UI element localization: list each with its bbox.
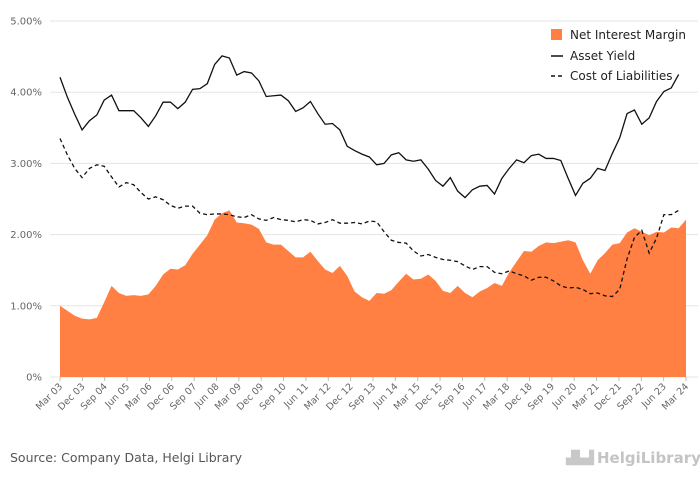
y-tick-label: 3.00%: [10, 159, 42, 170]
logo-text: HelgiLibrary: [597, 449, 700, 467]
helgi-library-logo: ▟▙▟ HelgiLibrary: [566, 449, 700, 467]
cost-of-liabilities-line: [59, 138, 679, 298]
legend-label: Net Interest Margin: [570, 28, 686, 42]
y-tick-label: 5.00%: [10, 17, 42, 28]
y-tick-label: 4.00%: [10, 88, 42, 99]
legend-swatch-net-interest-margin: [551, 29, 562, 40]
legend-label: Asset Yield: [570, 49, 635, 63]
helgi-library-logo-icon: ▟▙▟: [566, 450, 594, 466]
legend-label: Cost of Liabilities: [570, 69, 673, 83]
legend: Net Interest Margin Asset Yield Cost of Li…: [551, 28, 686, 83]
asset-yield-line: [59, 55, 680, 199]
plot-area: [59, 55, 686, 377]
net-interest-margin-area: [60, 210, 686, 377]
source-note: Source: Company Data, Helgi Library: [10, 450, 243, 465]
y-axis-ticks: 0% 1.00% 2.00% 3.00% 4.00% 5.00%: [10, 17, 42, 384]
y-tick-label: 0%: [26, 373, 42, 384]
y-tick-label: 1.00%: [10, 301, 42, 312]
y-tick-label: 2.00%: [10, 230, 42, 241]
